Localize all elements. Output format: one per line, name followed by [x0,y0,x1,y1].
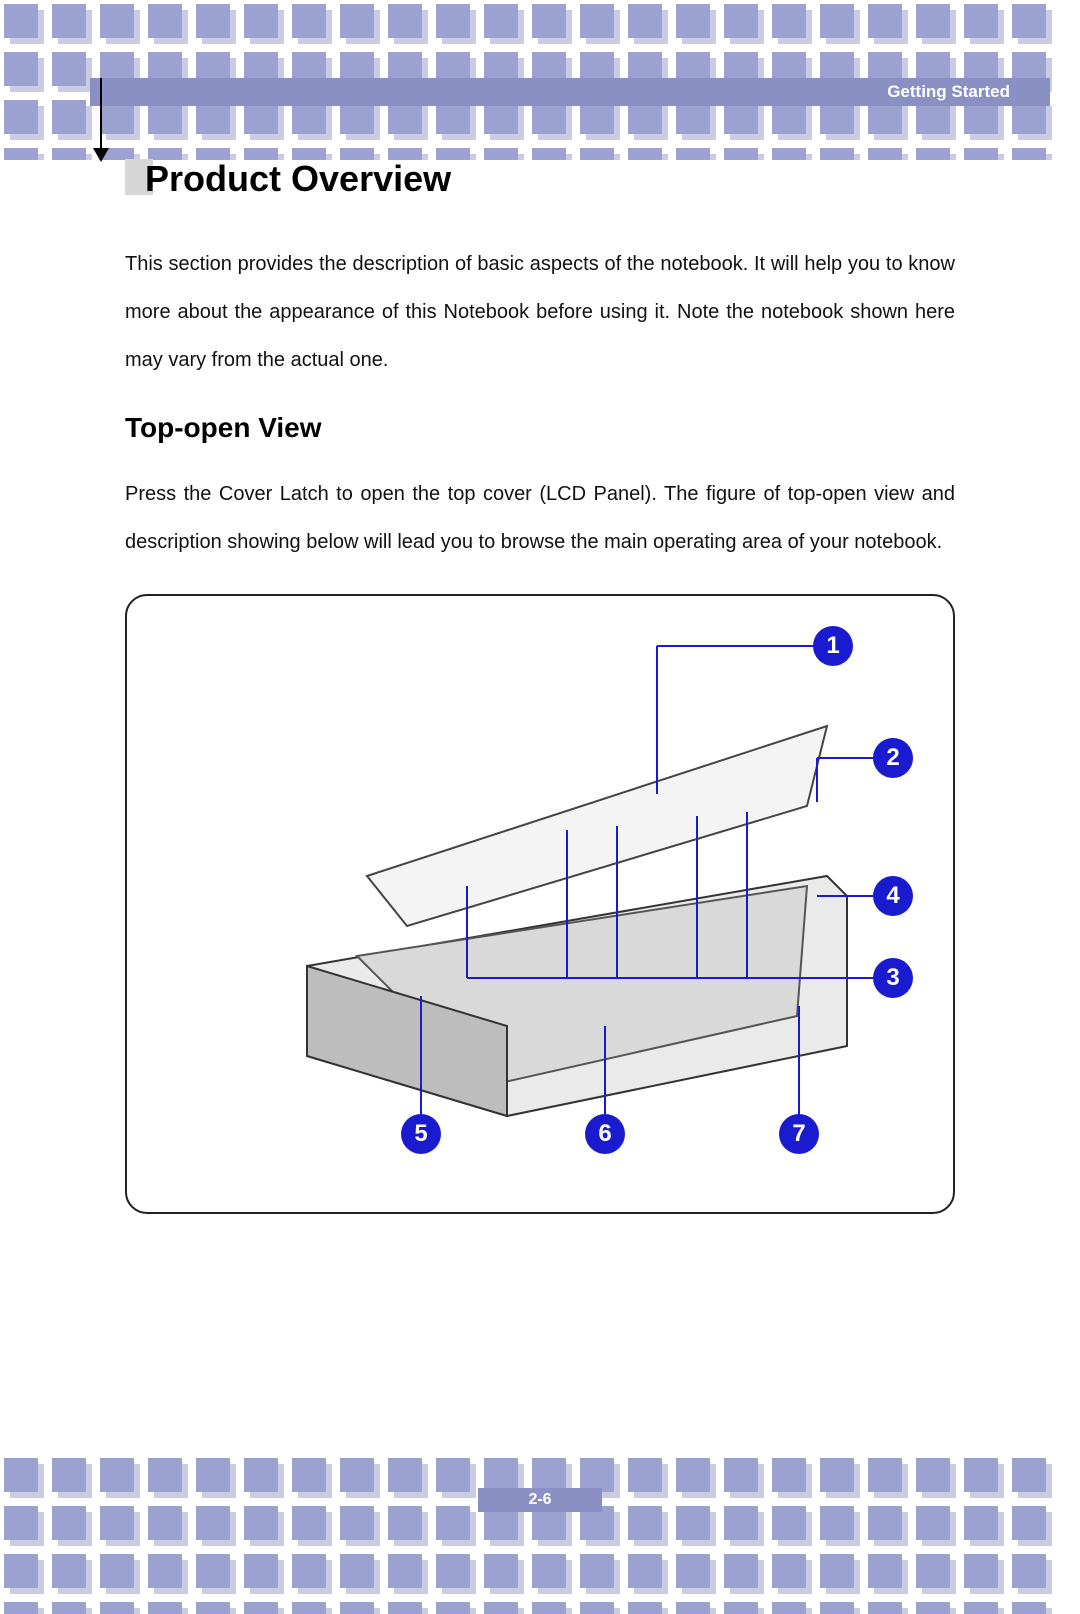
section-label: Getting Started [887,82,1010,102]
page-title-text: Product Overview [145,158,451,199]
section-header-bar: Getting Started [90,78,1050,106]
content-area: Product Overview This section provides t… [125,158,955,1214]
callout-2: 2 [873,738,913,778]
callout-5: 5 [401,1114,441,1154]
page-number-box: 2-6 [478,1488,602,1512]
subtitle: Top-open View [125,412,955,444]
arrow-down-icon [93,148,109,162]
callout-3: 3 [873,958,913,998]
page-title: Product Overview [125,158,955,200]
intro-paragraph: This section provides the description of… [125,240,955,384]
decorative-pattern-bottom [0,1454,1080,1614]
callout-1: 1 [813,626,853,666]
laptop-diagram [127,596,957,1216]
sub-paragraph: Press the Cover Latch to open the top co… [125,470,955,566]
vertical-rule [100,78,102,152]
callout-6: 6 [585,1114,625,1154]
callout-4: 4 [873,876,913,916]
page-number: 2-6 [528,1491,551,1509]
callout-7: 7 [779,1114,819,1154]
manual-page: Getting Started Product Overview This se… [0,0,1080,1614]
figure-box: 1 2 4 3 5 6 7 [125,594,955,1214]
